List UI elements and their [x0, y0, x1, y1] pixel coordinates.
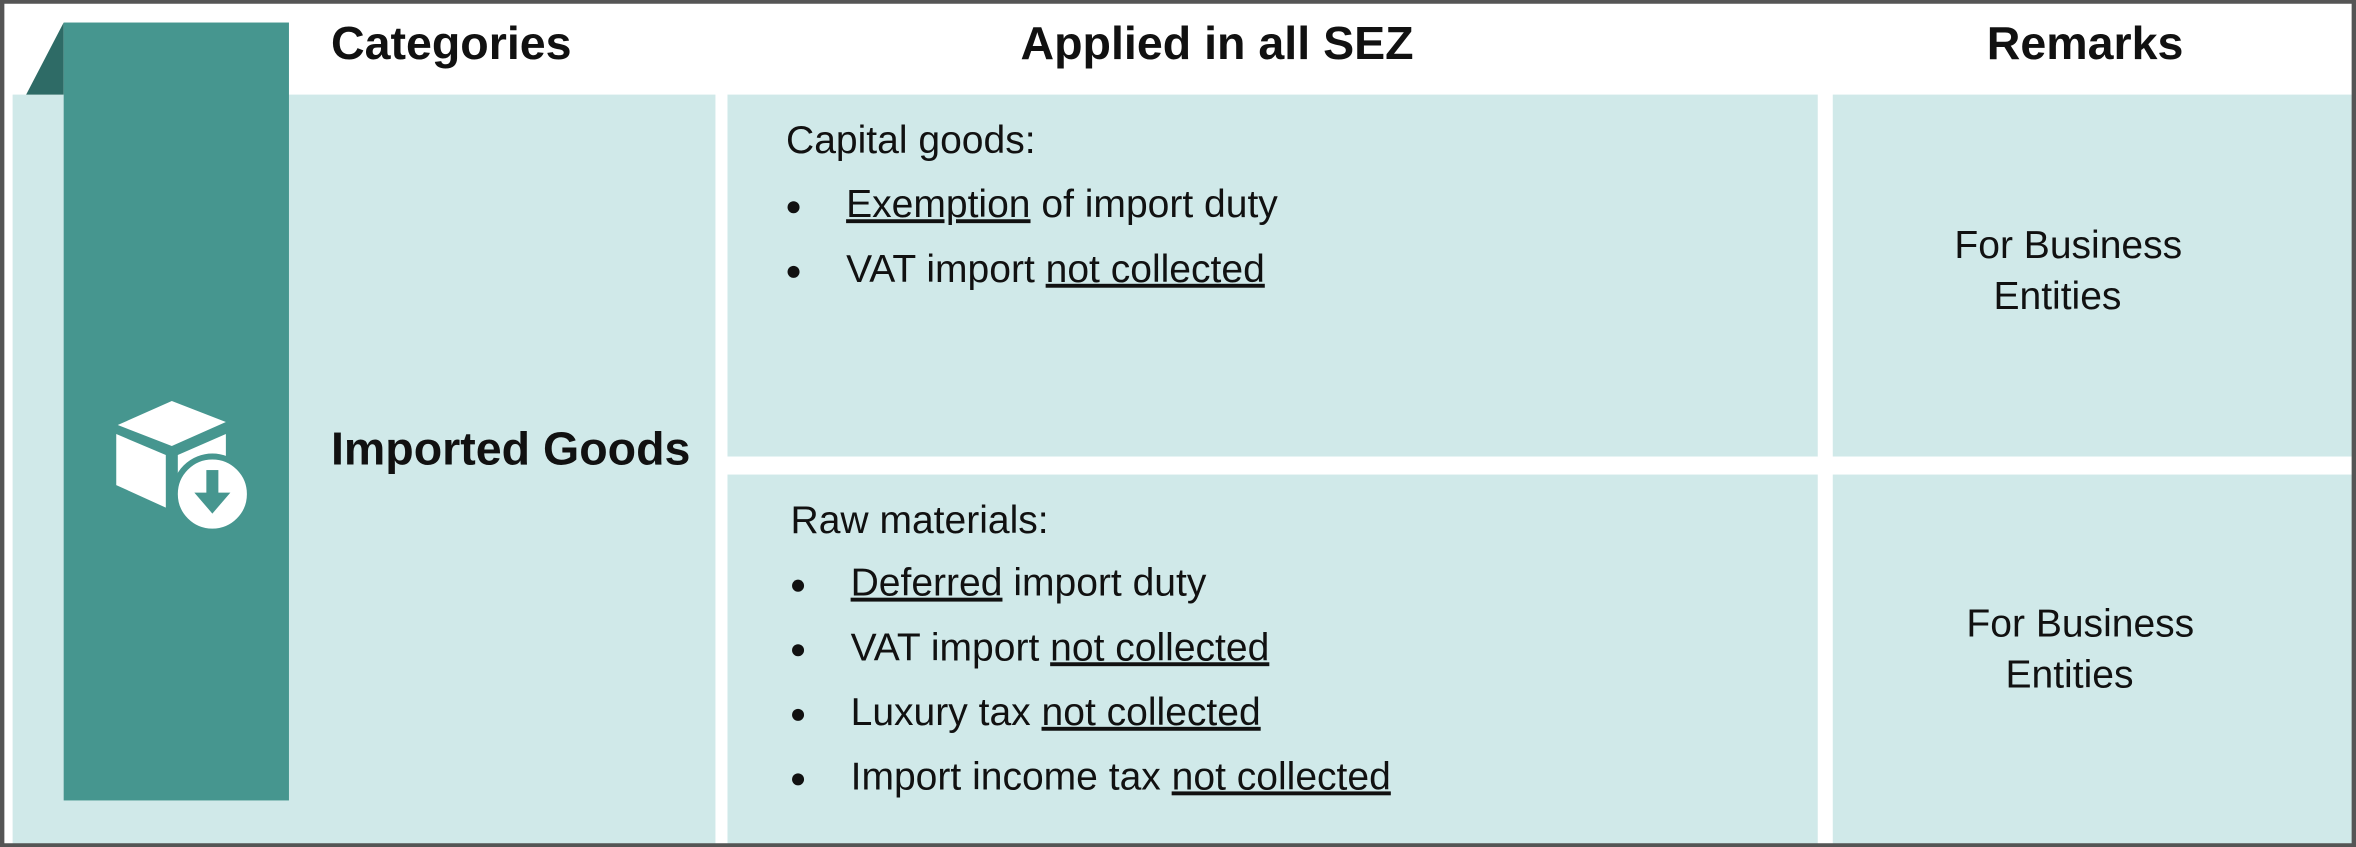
bullet-item: Exemption of import duty [846, 184, 1278, 227]
bullet [792, 644, 805, 657]
import-icon [116, 400, 253, 535]
bullet [792, 708, 805, 721]
bullet-item: VAT import not collected [851, 627, 1270, 670]
item-text: not collected [1042, 691, 1261, 734]
item-text: of import duty [1031, 184, 1279, 227]
bullet [787, 201, 800, 214]
item-text: import duty [1002, 562, 1206, 605]
item-text: Deferred [851, 562, 1003, 605]
item-text: Import income tax [851, 756, 1172, 799]
item-text: Luxury tax [851, 691, 1042, 734]
remark: For Business [1954, 224, 2182, 267]
bullet-item: Deferred import duty [851, 562, 1207, 605]
applied-cell [727, 474, 1818, 847]
category-label: Imported Goods [331, 422, 690, 474]
column-header: Applied in all SEZ [1020, 17, 1413, 69]
bullet-item: Import income tax not collected [851, 756, 1391, 799]
remark: Entities [2005, 654, 2133, 697]
item-text: VAT import [851, 627, 1051, 670]
item-text: VAT import [846, 248, 1046, 291]
column-header: Remarks [1987, 17, 2184, 69]
applied-cell [727, 94, 1818, 457]
remark: For Business [1966, 603, 2194, 646]
item-text: not collected [1050, 627, 1269, 670]
bullet [787, 265, 800, 278]
item-text: Exemption [846, 184, 1030, 227]
bullet-item: Luxury tax not collected [851, 691, 1261, 734]
ribbon-fold [26, 22, 64, 95]
remark: Entities [1993, 275, 2121, 318]
bullet [792, 773, 805, 786]
remarks-cell [1832, 94, 2356, 457]
item-text: not collected [1172, 756, 1391, 799]
bullet-item: VAT import not collected [846, 248, 1265, 291]
item-text: not collected [1046, 248, 1265, 291]
section-title: Capital goods: [786, 119, 1036, 162]
column-header: Categories [331, 17, 572, 69]
remarks-cell [1832, 474, 2356, 847]
bullet [792, 579, 805, 592]
section-title: Raw materials: [791, 499, 1049, 542]
